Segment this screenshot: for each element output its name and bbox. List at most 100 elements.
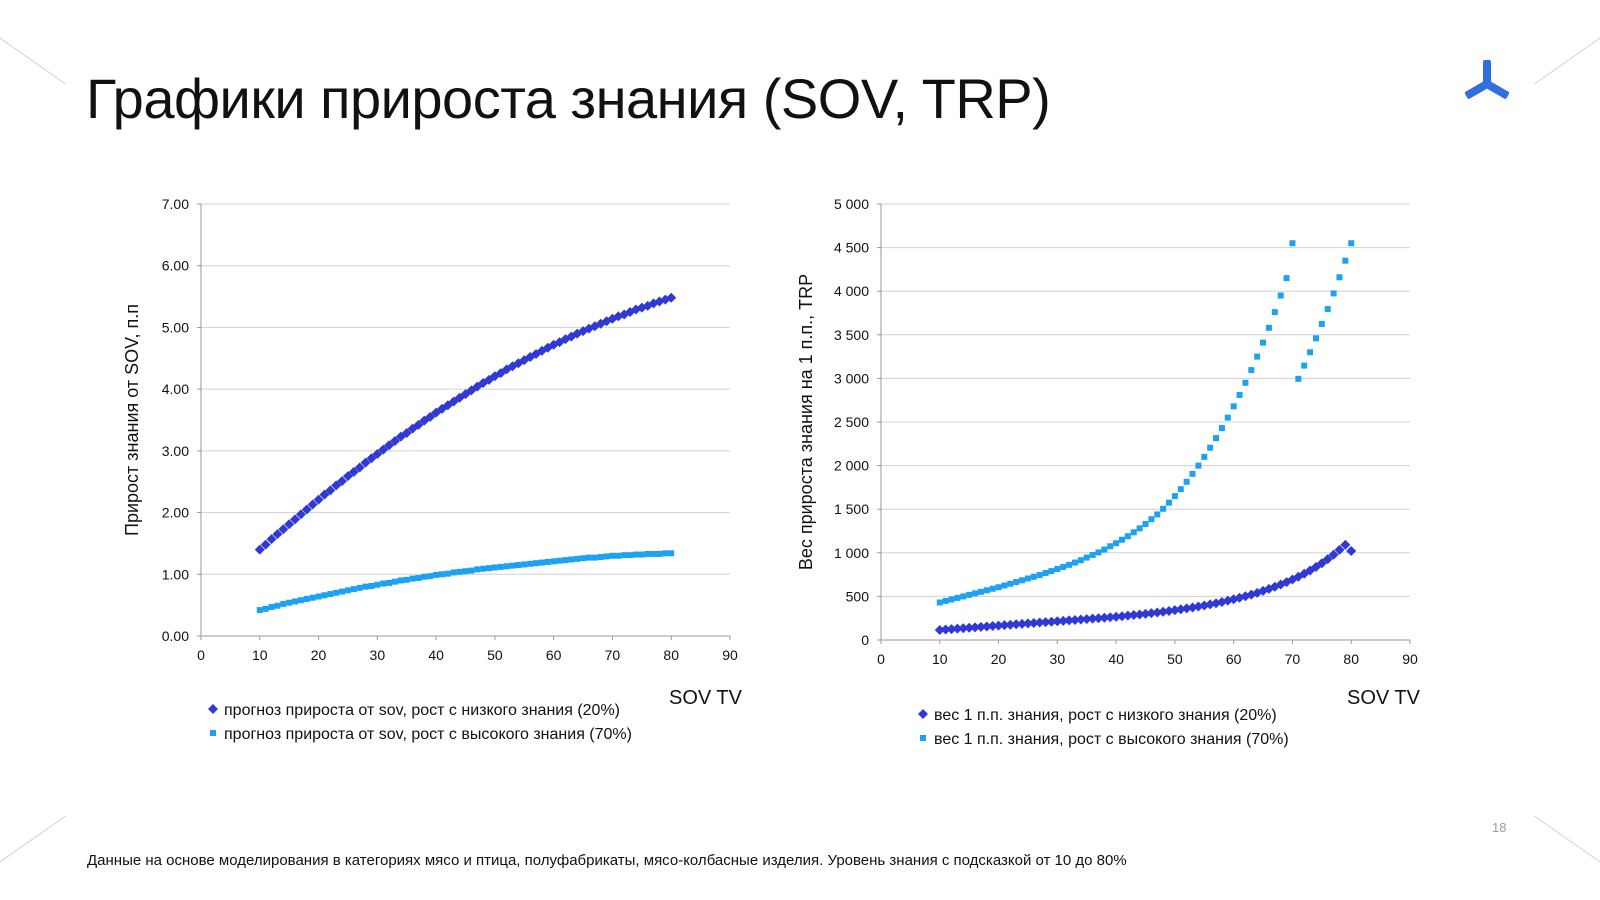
y-tick-label: 3 000 bbox=[834, 370, 869, 386]
data-point-diamond bbox=[1087, 613, 1098, 624]
data-point-square bbox=[972, 590, 979, 597]
data-point-square bbox=[268, 603, 275, 610]
corner-decoration-bottom-left bbox=[0, 815, 67, 868]
data-point-square bbox=[509, 562, 516, 569]
data-point-square bbox=[1130, 529, 1137, 536]
data-point-diamond bbox=[1081, 614, 1092, 625]
data-point-square bbox=[1142, 521, 1149, 528]
data-point-square bbox=[966, 591, 973, 598]
data-point-square bbox=[538, 559, 545, 566]
data-point-diamond bbox=[1258, 585, 1269, 596]
data-point-diamond bbox=[1011, 619, 1022, 630]
data-point-square bbox=[468, 567, 475, 574]
data-point-square bbox=[333, 589, 340, 596]
data-point-square bbox=[1260, 339, 1267, 346]
data-point-diamond bbox=[666, 292, 677, 303]
data-point-diamond bbox=[970, 622, 981, 633]
x-tick-label: 10 bbox=[252, 647, 268, 663]
data-point-square bbox=[632, 551, 639, 558]
corner-decoration-bottom-right bbox=[1533, 815, 1600, 868]
data-point-square bbox=[1048, 568, 1055, 575]
data-point-square bbox=[948, 596, 955, 603]
data-point-square bbox=[621, 552, 628, 559]
data-point-diamond bbox=[436, 403, 447, 414]
x-tick-label: 20 bbox=[311, 647, 327, 663]
data-point-diamond bbox=[660, 294, 671, 305]
data-point-square bbox=[474, 566, 481, 573]
data-point-square bbox=[615, 552, 622, 559]
data-point-diamond bbox=[981, 621, 992, 632]
data-point-square bbox=[1289, 240, 1296, 247]
data-point-diamond bbox=[254, 544, 265, 555]
data-point-square bbox=[497, 563, 504, 570]
y-tick-label: 3 500 bbox=[834, 327, 869, 343]
data-point-diamond bbox=[987, 621, 998, 632]
data-point-diamond bbox=[1263, 583, 1274, 594]
data-point-diamond bbox=[1105, 612, 1116, 623]
data-point-diamond bbox=[272, 529, 283, 540]
data-point-square bbox=[415, 574, 422, 581]
data-point-square bbox=[1042, 570, 1049, 577]
data-point-square bbox=[1183, 478, 1190, 485]
x-tick-label: 30 bbox=[1050, 651, 1066, 667]
corner-decoration-top-right bbox=[1533, 32, 1600, 85]
data-point-square bbox=[1207, 444, 1214, 451]
corner-decoration-top-left bbox=[0, 32, 67, 85]
x-tick-label: 10 bbox=[932, 651, 948, 667]
footnote: Данные на основе моделирования в категор… bbox=[87, 852, 1127, 869]
data-point-square bbox=[1095, 549, 1102, 556]
data-point-diamond bbox=[301, 504, 312, 515]
data-point-square bbox=[1230, 403, 1237, 410]
data-point-diamond bbox=[372, 448, 383, 459]
slide-title: Графики прироста знания (SOV, TRP) bbox=[86, 67, 1051, 130]
data-point-diamond bbox=[1046, 616, 1057, 627]
data-point-square bbox=[1348, 240, 1355, 247]
legend-label: прогноз прироста от sov, рост с низкого … bbox=[224, 702, 620, 719]
data-point-diamond bbox=[1234, 592, 1245, 603]
chart-sov-growth: 0.00 1.00 2.00 3.00 4.00 5.00 6.00 7.00 0 10 20 30 4… bbox=[110, 190, 770, 770]
data-point-diamond bbox=[1064, 615, 1075, 626]
x-tick-label: 20 bbox=[991, 651, 1007, 667]
data-point-square bbox=[1113, 540, 1120, 547]
data-point-square bbox=[321, 592, 328, 599]
data-point-diamond bbox=[1122, 610, 1133, 621]
data-point-square bbox=[544, 558, 551, 565]
data-point-square bbox=[1160, 505, 1167, 512]
data-point-diamond bbox=[1287, 574, 1298, 585]
data-point-diamond bbox=[354, 462, 365, 473]
data-point-square bbox=[256, 607, 263, 614]
data-point-square bbox=[1277, 292, 1284, 299]
data-point-diamond bbox=[1146, 608, 1157, 619]
data-point-square bbox=[280, 600, 287, 607]
data-point-square bbox=[403, 576, 410, 583]
data-point-square bbox=[1265, 324, 1272, 331]
data-point-square bbox=[568, 556, 575, 563]
data-point-diamond bbox=[1017, 618, 1028, 629]
data-point-square bbox=[274, 602, 281, 609]
data-point-diamond bbox=[1005, 619, 1016, 630]
data-point-diamond bbox=[1164, 605, 1175, 616]
x-tick-label: 80 bbox=[1343, 651, 1359, 667]
data-point-square bbox=[309, 594, 316, 601]
data-point-square bbox=[983, 587, 990, 594]
legend-label: прогноз прироста от sov, рост с высокого… bbox=[224, 726, 632, 743]
x-tick-label: 60 bbox=[1226, 651, 1242, 667]
data-point-diamond bbox=[531, 348, 542, 359]
data-point-diamond bbox=[1240, 591, 1251, 602]
data-point-diamond bbox=[360, 457, 371, 468]
data-point-diamond bbox=[578, 326, 589, 337]
data-point-diamond bbox=[313, 494, 324, 505]
data-point-square bbox=[527, 560, 534, 567]
y-tick-label: 4 500 bbox=[834, 240, 869, 256]
data-point-diamond bbox=[1099, 612, 1110, 623]
brand-logo-icon bbox=[1464, 60, 1510, 99]
data-point-square bbox=[292, 598, 299, 605]
x-tick-label: 40 bbox=[1108, 651, 1124, 667]
data-point-square bbox=[1013, 579, 1020, 586]
x-tick-label: 30 bbox=[370, 647, 386, 663]
data-point-square bbox=[262, 605, 269, 612]
data-point-diamond bbox=[290, 514, 301, 525]
data-point-square bbox=[1007, 580, 1014, 587]
data-point-diamond bbox=[454, 392, 465, 403]
